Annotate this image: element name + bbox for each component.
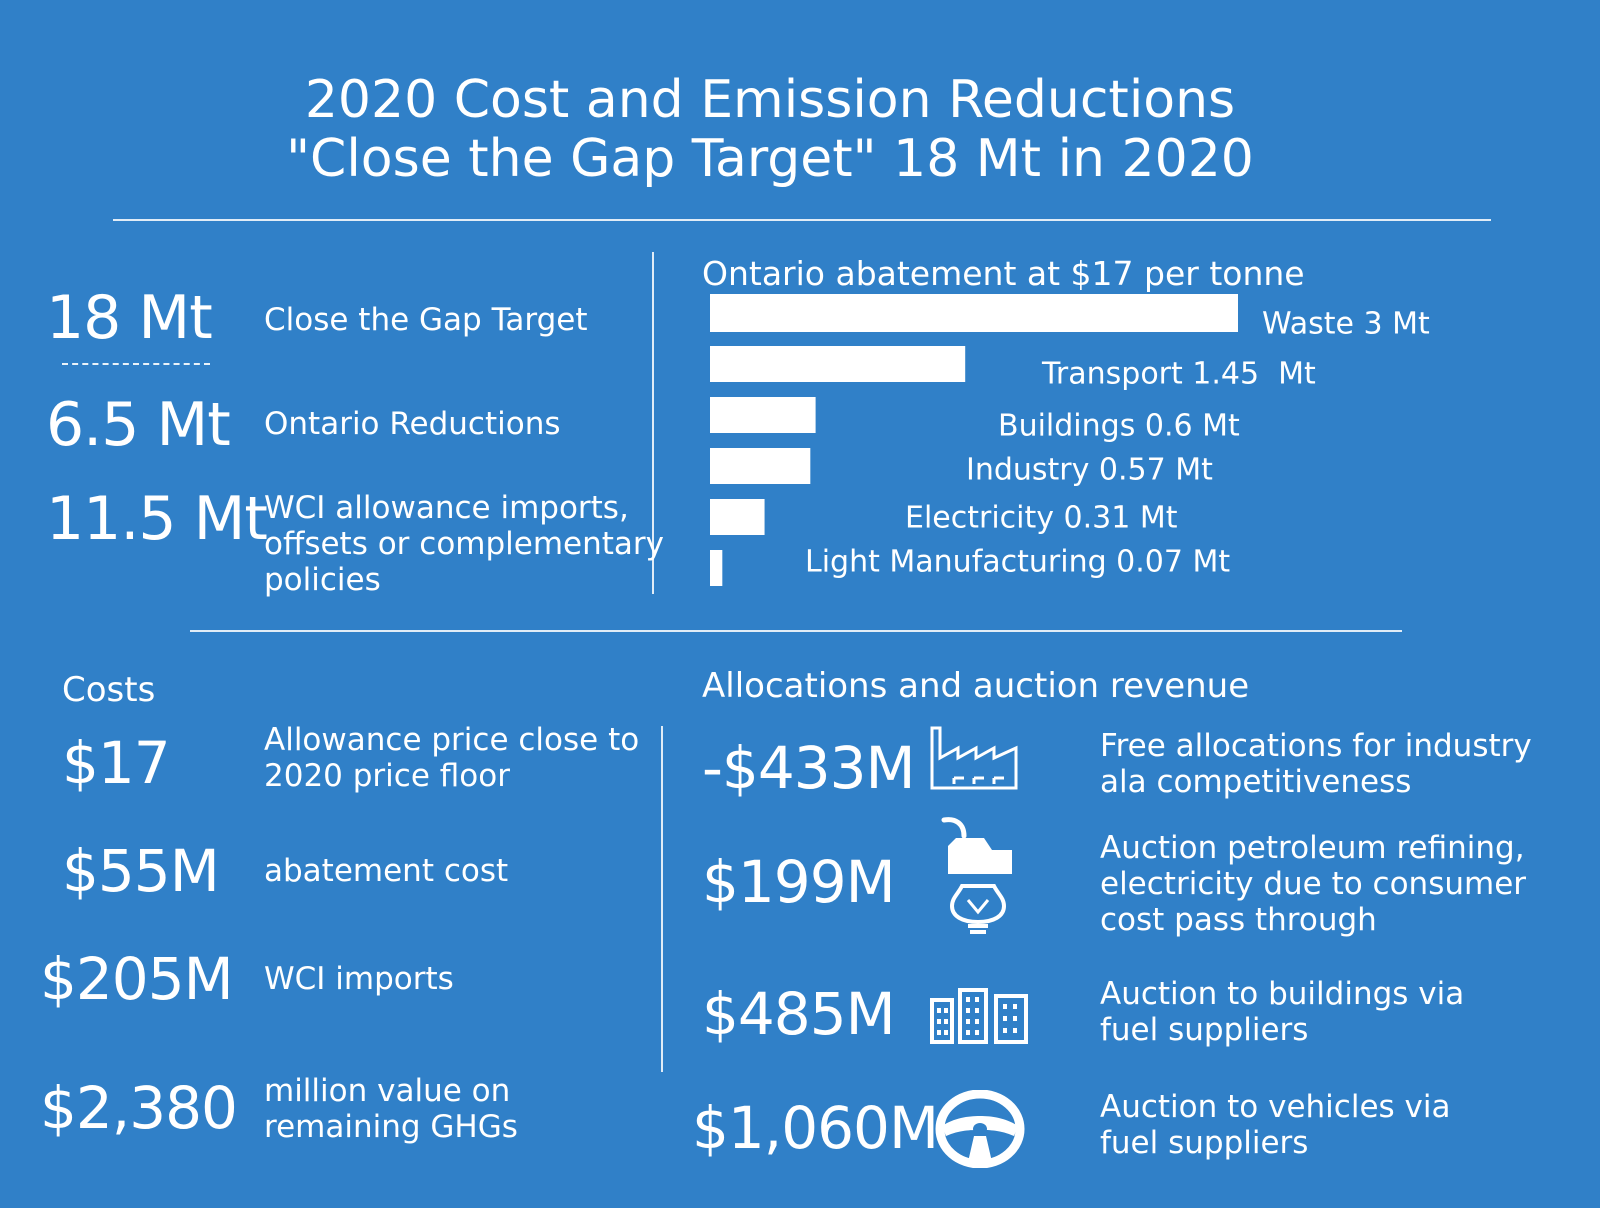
vertical-divider-bottom	[661, 726, 663, 1072]
allocations-heading: Allocations and auction revenue	[702, 666, 1250, 706]
bar-label-waste: Waste 3 Mt	[1262, 307, 1430, 342]
cost-value-wci: $205M	[40, 945, 234, 1013]
steering-wheel-icon	[935, 1090, 1025, 1168]
bar-industry	[710, 448, 811, 484]
target-value-close-gap: 18 Mt	[46, 283, 213, 353]
target-label-wci: WCI allowance imports, offsets or comple…	[264, 490, 665, 598]
bar-label-light-manufacturing: Light Manufacturing 0.07 Mt	[805, 545, 1230, 580]
bar-waste	[710, 294, 1238, 332]
cost-label-abatement: abatement cost	[264, 853, 509, 889]
target-label-ontario: Ontario Reductions	[264, 406, 561, 442]
vertical-divider-top	[652, 252, 654, 594]
allocation-label-refining: Auction petroleum refining, electricity …	[1100, 830, 1527, 938]
cost-value-abatement: $55M	[62, 837, 220, 905]
bar-label-buildings: Buildings 0.6 Mt	[998, 409, 1240, 444]
bar-label-electricity: Electricity 0.31 Mt	[905, 501, 1178, 536]
title-line-2: "Close the Gap Target" 18 Mt in 2020	[286, 129, 1254, 189]
title-divider	[113, 219, 1491, 221]
cost-label-remaining: million value on remaining GHGs	[264, 1073, 518, 1145]
dashed-divider	[62, 363, 210, 365]
allocation-label-vehicles: Auction to vehicles via fuel suppliers	[1100, 1089, 1451, 1161]
bar-light-manufacturing	[710, 550, 723, 586]
allocation-value-vehicles: $1,060M	[692, 1094, 939, 1162]
bar-transport	[710, 346, 966, 382]
middle-divider	[190, 630, 1402, 632]
allocation-value-buildings: $485M	[702, 980, 896, 1048]
abatement-chart: Ontario abatement at $17 per tonne Waste…	[702, 254, 1430, 586]
cost-value-remaining: $2,380	[40, 1074, 238, 1142]
cost-label-price: Allowance price close to 2020 price floo…	[264, 722, 640, 794]
allocation-value-refining: $199M	[702, 848, 896, 916]
cost-value-price: $17	[62, 729, 171, 797]
target-label-close-gap: Close the Gap Target	[264, 302, 588, 338]
target-value-ontario: 6.5 Mt	[46, 390, 231, 460]
buildings-icon	[930, 988, 1028, 1044]
allocation-label-industry: Free allocations for industry ala compet…	[1100, 728, 1532, 800]
chart-title: Ontario abatement at $17 per tonne	[702, 254, 1305, 293]
costs-heading: Costs	[62, 670, 156, 710]
allocation-value-industry: -$433M	[702, 734, 916, 802]
cost-label-wci: WCI imports	[264, 961, 454, 997]
bar-label-transport: Transport 1.45 Mt	[1041, 357, 1316, 392]
target-value-wci: 11.5 Mt	[46, 484, 268, 554]
factory-icon	[930, 726, 1018, 790]
title-line-1: 2020 Cost and Emission Reductions	[304, 70, 1236, 130]
fuel-nozzle-and-lightbulb-icon	[941, 817, 1012, 934]
bar-label-industry: Industry 0.57 Mt	[966, 453, 1213, 488]
allocation-label-buildings: Auction to buildings via fuel suppliers	[1100, 976, 1465, 1048]
bar-buildings	[710, 397, 816, 433]
bar-electricity	[710, 499, 765, 535]
